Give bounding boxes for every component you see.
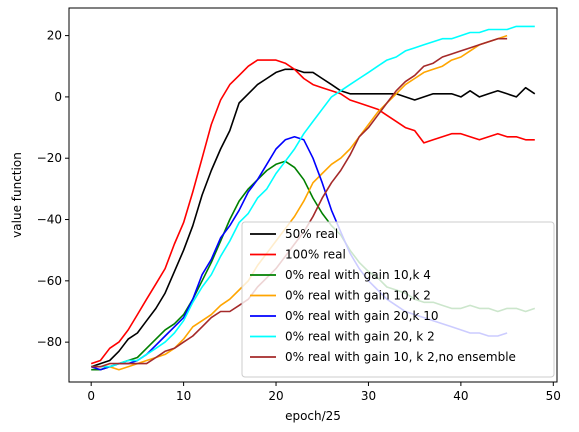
y-tick-label: −20	[37, 151, 62, 165]
plot-frame	[68, 7, 558, 383]
series-line-3	[91, 34, 508, 371]
y-tick-label: −80	[37, 335, 62, 349]
series-line-0	[90, 68, 536, 368]
y-axis: −80 −60 −40 −20 0 20	[37, 29, 69, 349]
legend: 50% real 100% real 0% real with gain 10,k …	[241, 221, 555, 378]
y-axis-label: value function	[10, 152, 24, 238]
series-line-5	[91, 25, 535, 368]
y-tick-label: 20	[47, 29, 62, 43]
legend-entry-6: 0% real with gain 10, k 2,no ensemble	[285, 350, 516, 364]
y-tick-label: 0	[54, 90, 62, 104]
legend-entry-5: 0% real with gain 20, k 2	[285, 330, 435, 344]
y-tick-label: −40	[37, 213, 62, 227]
legend-entry-4: 0% real with gain 20,k 10	[285, 309, 439, 323]
x-tick-label: 30	[361, 389, 376, 403]
x-tick-label: 50	[546, 389, 561, 403]
x-axis: 0 10 20 30 40 50	[87, 382, 561, 403]
x-tick-label: 20	[268, 389, 283, 403]
x-tick-label: 0	[87, 389, 95, 403]
legend-box	[241, 221, 555, 378]
x-tick-label: 40	[453, 389, 468, 403]
series-line-1	[90, 59, 535, 365]
legend-entry-1: 100% real	[285, 248, 346, 262]
x-axis-label: epoch/25	[285, 409, 341, 423]
legend-entry-3: 0% real with gain 10,k 2	[285, 289, 431, 303]
x-tick-label: 10	[176, 389, 191, 403]
legend-entry-0: 50% real	[285, 227, 338, 241]
legend-entry-2: 0% real with gain 10,k 4	[285, 268, 431, 282]
y-tick-label: −60	[37, 274, 62, 288]
